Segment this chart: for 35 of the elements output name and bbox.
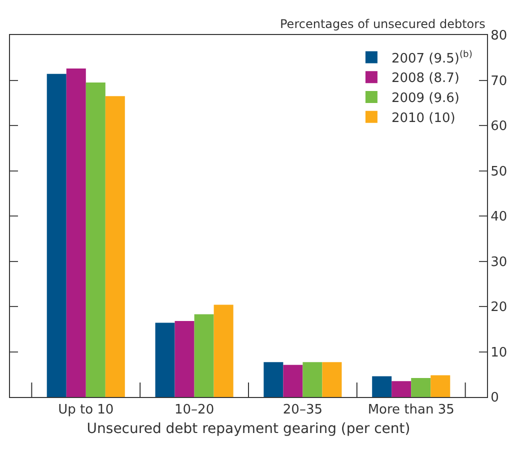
bar bbox=[66, 68, 86, 397]
y-tick-label: 20 bbox=[490, 300, 508, 316]
bar bbox=[105, 96, 125, 397]
legend-label: 2007 (9.5)$^{(b)}$ bbox=[391, 50, 472, 66]
bar bbox=[302, 362, 322, 397]
bar bbox=[46, 74, 66, 397]
bar bbox=[392, 381, 412, 397]
y-tick-label: 0 bbox=[490, 390, 499, 406]
y-tick-label: 60 bbox=[490, 119, 508, 134]
bar bbox=[322, 362, 342, 397]
x-tick-label: More than 35 bbox=[368, 402, 454, 418]
y-axis-title: Percentages of unsecured debtors bbox=[280, 17, 486, 31]
y-tick-label: 40 bbox=[490, 210, 508, 225]
bar bbox=[264, 362, 284, 397]
bar bbox=[194, 314, 214, 397]
bar bbox=[214, 304, 234, 397]
y-tick-label: 10 bbox=[490, 345, 508, 360]
bar bbox=[283, 364, 303, 397]
bar bbox=[174, 320, 194, 397]
bar bbox=[430, 375, 450, 397]
bar bbox=[86, 82, 106, 397]
legend-label: 2008 (8.7) bbox=[391, 71, 460, 86]
bar bbox=[155, 322, 175, 397]
y-tick-label: 50 bbox=[490, 164, 508, 180]
x-axis-title: Unsecured debt repayment gearing (per cent) bbox=[86, 420, 410, 437]
x-tick-label: Up to 10 bbox=[58, 402, 114, 418]
x-tick-label: 10–20 bbox=[174, 402, 214, 418]
y-tick-label: 70 bbox=[490, 74, 508, 89]
y-tick-label: 30 bbox=[490, 254, 508, 270]
legend-label: 2009 (9.6) bbox=[391, 91, 460, 106]
bar bbox=[411, 378, 431, 397]
x-tick-label: 20–35 bbox=[282, 402, 322, 418]
legend-label: 2010 (10) bbox=[391, 110, 456, 126]
y-tick-label: 80 bbox=[490, 28, 508, 44]
bar bbox=[372, 376, 392, 397]
